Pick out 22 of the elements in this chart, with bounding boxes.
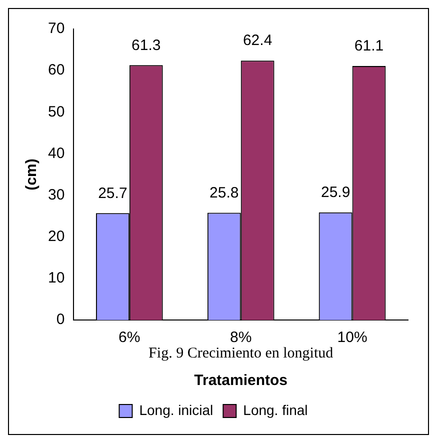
legend-label: Long. final xyxy=(243,402,308,418)
y-tick-label: 60 xyxy=(48,62,65,79)
x-axis-title: Tratamientos xyxy=(194,372,288,390)
data-label: 61.3 xyxy=(132,36,161,54)
legend-label: Long. inicial xyxy=(139,402,214,418)
data-label: 25.9 xyxy=(320,184,350,201)
y-tick-label: 10 xyxy=(48,270,65,287)
data-label: 61.1 xyxy=(354,38,384,55)
x-tick-label: 8% xyxy=(230,329,252,346)
y-tick-label: 70 xyxy=(48,20,65,38)
y-tick-label: 50 xyxy=(48,103,65,120)
data-label: 25.8 xyxy=(210,184,239,202)
x-tick-label: 10% xyxy=(337,329,368,346)
data-label: 62.4 xyxy=(242,32,272,50)
y-axis-title: (cm) xyxy=(23,158,40,190)
y-tick-label: 30 xyxy=(48,186,65,204)
x-tick-label: 6% xyxy=(118,329,140,346)
caption: Fig. 9 Crecimiento en longitud xyxy=(148,345,334,362)
y-tick-label: 20 xyxy=(48,228,65,245)
y-tick-label: 0 xyxy=(56,311,65,328)
y-tick-label: 40 xyxy=(48,144,65,162)
data-label: 25.7 xyxy=(98,184,128,202)
